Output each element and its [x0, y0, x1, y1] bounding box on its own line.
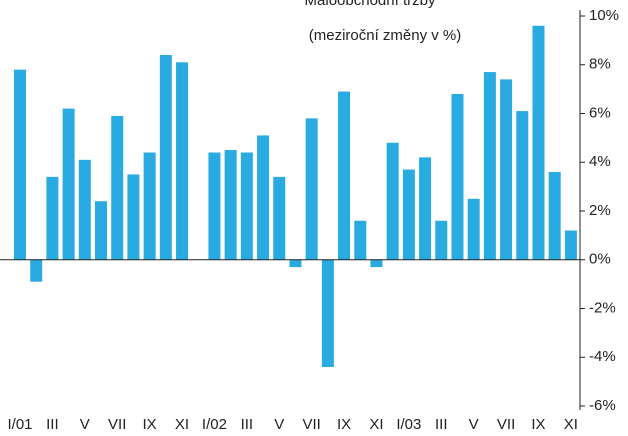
- x-tick-label: V: [469, 416, 479, 433]
- bar: [46, 176, 59, 260]
- bar: [354, 220, 367, 260]
- x-tick-label: VII: [497, 416, 515, 433]
- y-tick-label: 4%: [589, 153, 611, 170]
- x-tick-label: I/02: [202, 416, 227, 433]
- chart-title: Maloobchodní tržby: [305, 0, 436, 9]
- y-tick-label: 6%: [589, 104, 611, 121]
- bar: [257, 135, 270, 260]
- bar: [30, 259, 43, 282]
- bar: [305, 118, 318, 260]
- x-tick-label: I/01: [7, 416, 32, 433]
- chart-subtitle: (meziroční změny v %): [309, 27, 462, 44]
- bar: [159, 55, 172, 260]
- bar: [386, 142, 399, 260]
- bar: [419, 157, 432, 260]
- bar: [95, 201, 108, 260]
- x-tick-label: IX: [531, 416, 545, 433]
- bar: [321, 259, 334, 367]
- bar: [548, 172, 561, 260]
- y-tick-label: 2%: [589, 202, 611, 219]
- bar: [402, 169, 415, 260]
- x-tick-label: VII: [302, 416, 320, 433]
- bar: [338, 91, 351, 260]
- bar: [451, 94, 464, 260]
- y-tick-label: -2%: [589, 299, 616, 316]
- bar: [78, 159, 91, 260]
- x-tick-label: IX: [143, 416, 157, 433]
- x-tick-label: XI: [175, 416, 189, 433]
- x-tick-label: IX: [337, 416, 351, 433]
- bar: [467, 198, 480, 260]
- y-tick-label: 10%: [589, 7, 619, 24]
- bar: [289, 259, 302, 268]
- bar: [435, 220, 448, 260]
- x-tick-label: III: [46, 416, 59, 433]
- bar: [370, 259, 383, 268]
- bar: [143, 152, 156, 260]
- bar: [208, 152, 221, 260]
- bar: [532, 25, 545, 260]
- bar: [483, 72, 496, 260]
- x-tick-label: XI: [564, 416, 578, 433]
- bar: [111, 115, 124, 260]
- bar: [62, 108, 75, 260]
- x-tick-label: I/03: [396, 416, 421, 433]
- x-tick-label: III: [241, 416, 254, 433]
- bar: [273, 176, 286, 260]
- bar: [240, 152, 253, 260]
- x-tick-label: V: [274, 416, 284, 433]
- bar: [127, 174, 140, 260]
- bar: [516, 111, 529, 260]
- bar: [500, 79, 513, 260]
- y-tick-label: 0%: [589, 251, 611, 268]
- y-tick-label: -4%: [589, 348, 616, 365]
- bar: [224, 150, 237, 260]
- y-tick-label: -6%: [589, 397, 616, 414]
- x-tick-label: XI: [369, 416, 383, 433]
- bar: [14, 69, 27, 260]
- bar: [564, 230, 577, 260]
- y-tick-label: 8%: [589, 56, 611, 73]
- x-tick-label: V: [80, 416, 90, 433]
- x-tick-label: III: [435, 416, 448, 433]
- bar: [176, 62, 189, 260]
- x-tick-label: VII: [108, 416, 126, 433]
